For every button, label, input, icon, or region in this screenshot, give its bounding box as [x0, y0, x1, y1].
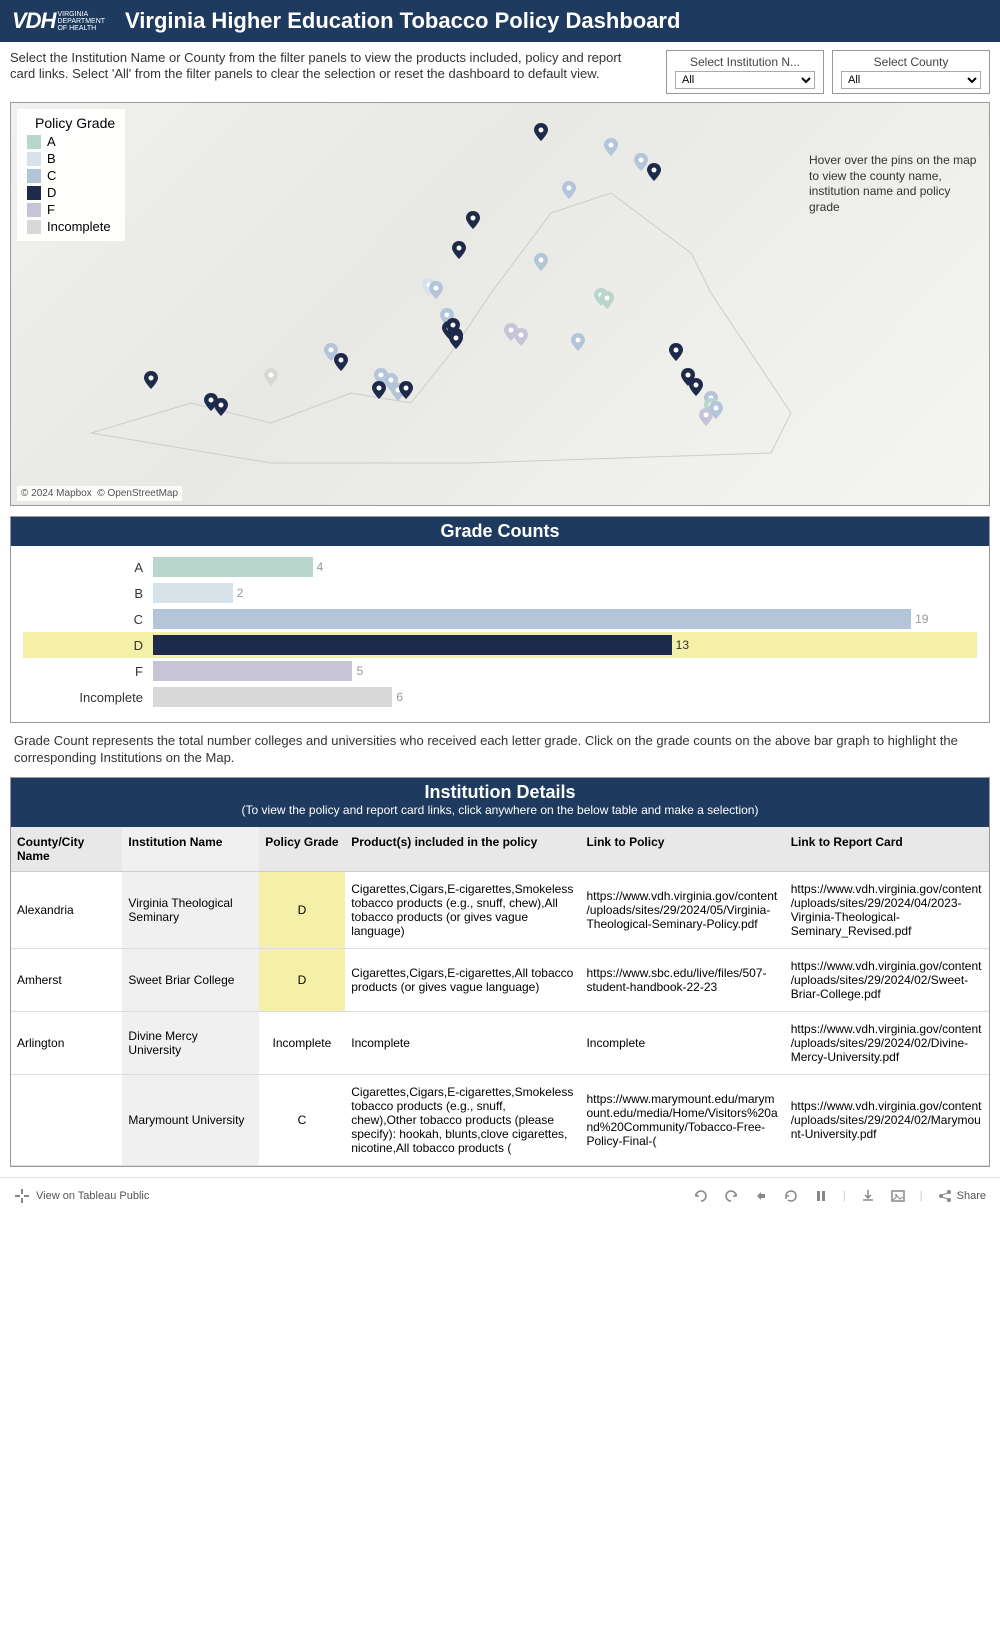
institution-details: Institution Details (To view the policy …	[10, 777, 990, 1167]
share-icon	[937, 1188, 953, 1204]
map-pin[interactable]	[399, 381, 413, 399]
filter-county: Select County All	[832, 50, 990, 94]
table-header: Product(s) included in the policy	[345, 827, 580, 872]
filter-county-label: Select County	[841, 55, 981, 69]
filter-institution: Select Institution N... All	[666, 50, 824, 94]
map-pin[interactable]	[534, 253, 548, 271]
map-pin[interactable]	[604, 138, 618, 156]
bar-row[interactable]: C19	[23, 606, 977, 632]
map-pin[interactable]	[449, 331, 463, 349]
bar-chart[interactable]: A4B2C19D13F5Incomplete6	[11, 546, 989, 722]
bar-row[interactable]: F5	[23, 658, 977, 684]
instructions: Select the Institution Name or County fr…	[10, 50, 658, 83]
footer-tableau-link[interactable]: View on Tableau Public	[14, 1188, 149, 1204]
map-pin[interactable]	[144, 371, 158, 389]
legend-items: ABCDFIncomplete	[27, 133, 115, 235]
map-pin[interactable]	[571, 333, 585, 351]
logo-subtitle: VIRGINIA DEPARTMENT OF HEALTH	[57, 11, 105, 32]
table-header: Institution Name	[122, 827, 258, 872]
grade-counts-section: Grade Counts A4B2C19D13F5Incomplete6	[10, 516, 990, 723]
map-pin[interactable]	[562, 181, 576, 199]
map-hint: Hover over the pins on the map to view t…	[809, 153, 979, 215]
details-table[interactable]: County/City NameInstitution NamePolicy G…	[11, 827, 989, 1166]
legend-item[interactable]: F	[27, 201, 115, 218]
map-pin[interactable]	[647, 163, 661, 181]
map-pin[interactable]	[452, 241, 466, 259]
undo-icon[interactable]	[693, 1188, 709, 1204]
map-attribution: © 2024 Mapbox © OpenStreetMap	[17, 486, 182, 501]
download-icon[interactable]	[860, 1188, 876, 1204]
details-title: Institution Details	[11, 782, 989, 803]
map-legend: Policy Grade ABCDFIncomplete	[17, 109, 125, 241]
map-pin[interactable]	[334, 353, 348, 371]
map-pin[interactable]	[264, 368, 278, 386]
legend-title: Policy Grade	[27, 115, 115, 131]
logo: VDH VIRGINIA DEPARTMENT OF HEALTH	[12, 8, 105, 34]
pause-icon[interactable]	[813, 1188, 829, 1204]
map-pin[interactable]	[600, 291, 614, 309]
legend-item[interactable]: B	[27, 150, 115, 167]
logo-text: VDH	[12, 8, 55, 34]
refresh-icon[interactable]	[783, 1188, 799, 1204]
details-subtitle: (To view the policy and report card link…	[11, 803, 989, 821]
map-pin[interactable]	[466, 211, 480, 229]
header: VDH VIRGINIA DEPARTMENT OF HEALTH Virgin…	[0, 0, 1000, 42]
map-pin[interactable]	[514, 328, 528, 346]
map-pin[interactable]	[214, 398, 228, 416]
grade-counts-title: Grade Counts	[11, 517, 989, 546]
table-header: Policy Grade	[259, 827, 346, 872]
table-header: Link to Report Card	[785, 827, 989, 872]
filter-county-select[interactable]: All	[841, 71, 981, 89]
redo-icon[interactable]	[723, 1188, 739, 1204]
table-row[interactable]: ArlingtonDivine Mercy UniversityIncomple…	[11, 1011, 989, 1074]
revert-icon[interactable]	[753, 1188, 769, 1204]
grade-note: Grade Count represents the total number …	[0, 723, 1000, 777]
map-pin[interactable]	[372, 381, 386, 399]
map-pin[interactable]	[709, 401, 723, 419]
map-pin[interactable]	[689, 378, 703, 396]
bar-row[interactable]: D13	[23, 632, 977, 658]
map-pin[interactable]	[669, 343, 683, 361]
footer: View on Tableau Public | | Share	[0, 1177, 1000, 1214]
bar-row[interactable]: B2	[23, 580, 977, 606]
legend-item[interactable]: C	[27, 167, 115, 184]
bar-row[interactable]: A4	[23, 554, 977, 580]
map-pin[interactable]	[634, 153, 648, 171]
filter-institution-label: Select Institution N...	[675, 55, 815, 69]
legend-item[interactable]: Incomplete	[27, 218, 115, 235]
page-title: Virginia Higher Education Tobacco Policy…	[125, 8, 680, 34]
table-header: County/City Name	[11, 827, 122, 872]
map[interactable]: Policy Grade ABCDFIncomplete Hover over …	[10, 102, 990, 506]
share-button[interactable]: Share	[937, 1188, 986, 1204]
legend-item[interactable]: A	[27, 133, 115, 150]
map-pin[interactable]	[429, 281, 443, 299]
table-row[interactable]: AmherstSweet Briar CollegeDCigarettes,Ci…	[11, 948, 989, 1011]
map-pin[interactable]	[534, 123, 548, 141]
table-row[interactable]: Marymount UniversityCCigarettes,Cigars,E…	[11, 1074, 989, 1165]
table-row[interactable]: AlexandriaVirginia Theological SeminaryD…	[11, 871, 989, 948]
filter-institution-select[interactable]: All	[675, 71, 815, 89]
image-icon[interactable]	[890, 1188, 906, 1204]
table-header: Link to Policy	[580, 827, 784, 872]
controls-row: Select the Institution Name or County fr…	[0, 42, 1000, 102]
bar-row[interactable]: Incomplete6	[23, 684, 977, 710]
legend-item[interactable]: D	[27, 184, 115, 201]
tableau-icon	[14, 1188, 30, 1204]
